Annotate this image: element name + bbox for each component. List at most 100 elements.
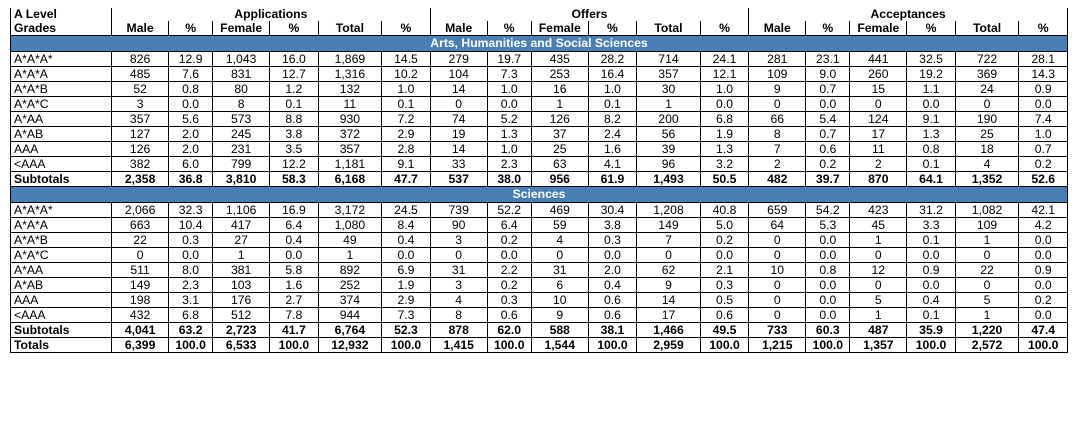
value-cell: 956 xyxy=(530,171,589,187)
grade-cell: A*AB xyxy=(9,126,113,142)
value-cell: 1.1 xyxy=(906,81,956,97)
group-header-acceptances: Acceptances xyxy=(748,8,1068,21)
value-cell: 52.3 xyxy=(381,322,431,338)
value-cell: 0 xyxy=(748,232,807,248)
value-cell: 6.4 xyxy=(269,217,319,233)
value-cell: 1,215 xyxy=(748,337,807,353)
value-cell: 0.0 xyxy=(1018,277,1068,293)
value-cell: 96 xyxy=(636,156,701,172)
value-cell: 252 xyxy=(317,277,383,293)
value-cell: 485 xyxy=(111,66,170,82)
value-cell: 0.0 xyxy=(168,247,214,263)
value-cell: 482 xyxy=(748,171,807,187)
value-cell: 5 xyxy=(849,292,908,308)
value-cell: 198 xyxy=(111,292,170,308)
value-cell: 5.6 xyxy=(168,111,214,127)
subcolumn-header: % xyxy=(1018,21,1068,36)
value-cell: 0.0 xyxy=(1018,96,1068,112)
value-cell: 6,764 xyxy=(317,322,383,338)
grade-cell: A*A*A xyxy=(9,66,113,82)
value-cell: 3.8 xyxy=(587,217,638,233)
value-cell: 435 xyxy=(530,51,589,67)
header-row-subcolumns: Grades Male% Female% Total% Male% Female% Tot… xyxy=(9,21,1068,36)
value-cell: 49 xyxy=(317,232,383,248)
grade-cell: A*AB xyxy=(9,277,113,293)
grade-cell: A*A*C xyxy=(9,96,113,112)
value-cell: 0.4 xyxy=(269,232,319,248)
value-cell: 12.7 xyxy=(269,66,319,82)
value-cell: 3.5 xyxy=(269,141,319,157)
value-cell: 0.0 xyxy=(269,247,319,263)
value-cell: 1.0 xyxy=(486,141,532,157)
value-cell: 5.8 xyxy=(269,262,319,278)
value-cell: 2.9 xyxy=(381,126,431,142)
value-cell: 0 xyxy=(636,247,701,263)
group-header-applications: Applications xyxy=(111,8,431,21)
value-cell: 1,493 xyxy=(636,171,701,187)
value-cell: 103 xyxy=(212,277,271,293)
subcolumn-header: % xyxy=(906,21,956,36)
value-cell: 0.2 xyxy=(1018,156,1068,172)
subtotal-row: Subtotals 4,041 63.2 2,723 41.7 6,764 52.3 878 6… xyxy=(9,322,1068,338)
value-cell: 0.3 xyxy=(587,232,638,248)
value-cell: 739 xyxy=(429,202,488,218)
value-cell: 32.3 xyxy=(168,202,214,218)
value-cell: 0.4 xyxy=(587,277,638,293)
value-cell: 0 xyxy=(954,96,1020,112)
value-cell: 35.9 xyxy=(906,322,956,338)
value-cell: 52.6 xyxy=(1018,171,1068,187)
value-cell: 100.0 xyxy=(486,337,532,353)
value-cell: 1 xyxy=(849,307,908,323)
value-cell: 1,080 xyxy=(317,217,383,233)
value-cell: 1,544 xyxy=(530,337,589,353)
value-cell: 2,572 xyxy=(954,337,1020,353)
value-cell: 0.7 xyxy=(805,81,851,97)
value-cell: 1 xyxy=(954,307,1020,323)
subcolumn-header: % xyxy=(486,21,532,36)
subcolumn-header: % xyxy=(587,21,638,36)
value-cell: 0.9 xyxy=(1018,262,1068,278)
value-cell: 0.1 xyxy=(906,156,956,172)
value-cell: 0.8 xyxy=(906,141,956,157)
value-cell: 7 xyxy=(748,141,807,157)
value-cell: 588 xyxy=(530,322,589,338)
value-cell: 1,181 xyxy=(317,156,383,172)
value-cell: 0.1 xyxy=(906,307,956,323)
value-cell: 0.4 xyxy=(906,292,956,308)
value-cell: 944 xyxy=(317,307,383,323)
value-cell: 487 xyxy=(849,322,908,338)
value-cell: 2.3 xyxy=(486,156,532,172)
subcolumn-header: Male xyxy=(748,21,807,36)
section-header-row: Arts, Humanities and Social Sciences xyxy=(10,35,1068,52)
value-cell: 24.1 xyxy=(699,51,750,67)
table-row: A*A*C 3 0.0 8 0.1 11 0.1 0 0.0 1 0.1 1 0.0 0 0.0 0 0.0 0 0… xyxy=(9,96,1068,112)
value-cell: 50.5 xyxy=(699,171,750,187)
value-cell: 3 xyxy=(429,277,488,293)
value-cell: 423 xyxy=(849,202,908,218)
value-cell: 5.3 xyxy=(805,217,851,233)
value-cell: 0.9 xyxy=(1018,81,1068,97)
value-cell: 4 xyxy=(530,232,589,248)
value-cell: 0.8 xyxy=(168,81,214,97)
value-cell: 19.2 xyxy=(906,66,956,82)
value-cell: 0.0 xyxy=(699,96,750,112)
value-cell: 5.2 xyxy=(486,111,532,127)
value-cell: 537 xyxy=(429,171,488,187)
value-cell: 16.4 xyxy=(587,66,638,82)
value-cell: 0.0 xyxy=(381,247,431,263)
value-cell: 1.0 xyxy=(381,81,431,97)
table-row: A*A*B 52 0.8 80 1.2 132 1.0 14 1.0 16 1.0 30 1.0 9 0.7… xyxy=(9,81,1068,97)
value-cell: 24 xyxy=(954,81,1020,97)
value-cell: 4 xyxy=(954,156,1020,172)
value-cell: 100.0 xyxy=(699,337,750,353)
value-cell: 870 xyxy=(849,171,908,187)
value-cell: 8.0 xyxy=(168,262,214,278)
table-row: A*A*A* 826 12.9 1,043 16.0 1,869 14.5 279 19.7 43… xyxy=(9,51,1068,67)
value-cell: 3.2 xyxy=(699,156,750,172)
value-cell: 7.3 xyxy=(381,307,431,323)
value-cell: 9.0 xyxy=(805,66,851,82)
value-cell: 100.0 xyxy=(1018,337,1068,353)
grade-cell: Subtotals xyxy=(9,171,113,187)
value-cell: 0.1 xyxy=(587,96,638,112)
value-cell: 1.3 xyxy=(699,141,750,157)
